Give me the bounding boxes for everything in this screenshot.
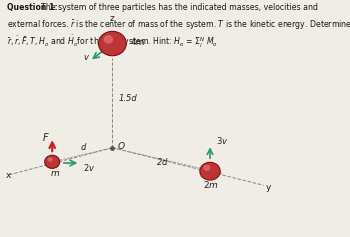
Text: 2$m$: 2$m$ (203, 179, 219, 190)
Text: external forces. $\bar{r}$ is the center of mass of the system. $T$ is the kinet: external forces. $\bar{r}$ is the center… (7, 18, 350, 32)
Text: 3$v$: 3$v$ (216, 135, 228, 146)
Text: 2$v$: 2$v$ (83, 162, 95, 173)
Text: x: x (6, 171, 11, 180)
Text: Question 1:: Question 1: (7, 3, 58, 12)
Circle shape (98, 31, 126, 56)
Circle shape (48, 157, 53, 162)
Text: 1.5d: 1.5d (118, 94, 137, 103)
Text: 4m: 4m (130, 38, 145, 47)
Text: $\bar{r},\dot{r},\bar{F},T, H_o$ and $\dot{H}_o$for this 3D system. Hint: $H_o$ : $\bar{r},\dot{r},\bar{F},T, H_o$ and $\d… (7, 33, 218, 50)
Text: The system of three particles has the indicated masses, velocities and: The system of three particles has the in… (41, 3, 318, 12)
Text: $F$: $F$ (42, 131, 50, 143)
Text: z: z (110, 14, 115, 23)
Text: $m$: $m$ (50, 169, 60, 178)
Circle shape (45, 155, 60, 169)
Circle shape (203, 165, 210, 171)
Text: $d$: $d$ (79, 141, 87, 152)
Circle shape (104, 35, 113, 44)
Circle shape (200, 162, 220, 180)
Text: 2$d$: 2$d$ (156, 156, 169, 167)
Text: $O$: $O$ (117, 140, 126, 151)
Text: y: y (266, 183, 272, 192)
Text: $v$: $v$ (83, 53, 90, 62)
